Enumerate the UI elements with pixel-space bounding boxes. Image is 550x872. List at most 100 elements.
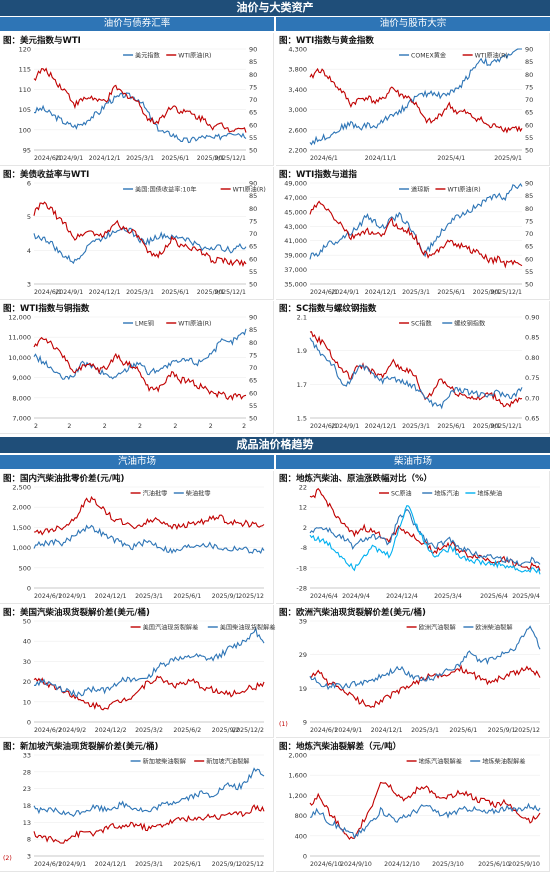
x-tick-label: 2024/6/1 [310, 727, 338, 734]
series-line [309, 802, 541, 840]
x-tick-label: 2025/9/1 [197, 289, 225, 296]
x-tick-label: 2025/9/1 [473, 289, 501, 296]
x-tick-label: 2024/12/1 [365, 423, 397, 430]
x-tick-label: 2025/3/1 [135, 593, 163, 600]
header-gasoline: 汽油市场 [0, 455, 274, 469]
x-tick-label: 2 [173, 423, 177, 430]
y-left-tick-label: 28 [23, 768, 31, 776]
y-left-tick-label: 3,000 [288, 106, 307, 114]
y-left-tick-label: 2 [303, 524, 307, 532]
chart-panel-c10: 图：欧洲汽柴油现货裂解价差(美元/桶) 39 29 19 9 2024/6/1 2024/9… [276, 605, 550, 738]
x-tick-label: 2025/3/1 [411, 727, 439, 734]
y-left-tick-label: 2,600 [288, 126, 307, 134]
y-right-tick-label: 60 [525, 121, 533, 129]
chart-panel-c6: 图：SC指数与螺纹钢指数 2.1 1.9 1.7 1.5 0.90 0.85 0.80 0.75… [276, 301, 550, 434]
y-right-tick-label: 75 [249, 217, 257, 225]
x-tick-label: 2024/6/10 [310, 861, 342, 868]
chart-svg: 2,500 2,000 1,500 1,000 500 02024/6/12024/9/1… [12, 484, 265, 600]
y-right-tick-label: 50 [525, 147, 533, 155]
x-tick-label: 2024/9/1 [55, 289, 83, 296]
x-tick-label: 2025/9/1 [212, 593, 240, 600]
legend-label: SC指数 [411, 320, 432, 328]
y-right-tick-label: 0.85 [525, 334, 539, 342]
y-right-tick-label: 60 [525, 255, 533, 263]
y-right-tick-label: 90 [249, 180, 257, 188]
legend-label: 道琼斯 [411, 186, 430, 194]
chart-title: 图：WTI指数与黄金指数 [279, 36, 374, 46]
y-right-tick-label: 60 [249, 121, 257, 129]
legend-label: 欧洲汽油裂解 [419, 624, 456, 632]
x-tick-label: 2025/12 [238, 861, 264, 868]
y-right-tick-label: 85 [249, 326, 257, 334]
x-tick-label: 2025/12 [238, 593, 264, 600]
x-tick-label: 2024/9/1 [55, 155, 83, 162]
x-tick-label: 2024/12/1 [95, 861, 127, 868]
x-tick-label: 2025/3/1 [402, 289, 430, 296]
series-line [309, 337, 523, 410]
y-left-tick-label: 43,000 [284, 223, 307, 231]
series-line [33, 227, 247, 265]
y-left-tick-label: 2,500 [12, 484, 31, 492]
x-tick-label: 2025/9/2 [212, 727, 240, 734]
series-line [33, 767, 265, 817]
y-left-tick-label: 0 [303, 853, 307, 861]
y-right-tick-label: 65 [525, 243, 533, 251]
x-tick-label: 2024/6/4 [310, 593, 338, 600]
x-tick-label: 2025/12/1 [490, 423, 522, 430]
y-right-tick-label: 0.80 [525, 354, 539, 362]
legend-label: WTI原油(R) [475, 52, 508, 60]
x-tick-label: 2025/3/10 [432, 861, 464, 868]
y-right-tick-label: 55 [249, 134, 257, 142]
x-tick-label: 2025/6/10 [478, 861, 510, 868]
x-tick-label: 2025/3/1 [402, 423, 430, 430]
x-tick-label: 2025/12/1 [214, 289, 246, 296]
y-right-tick-label: 85 [525, 58, 533, 66]
y-right-tick-label: 90 [249, 46, 257, 54]
y-left-tick-label: 18 [23, 802, 31, 810]
x-tick-label: 2025/6/1 [161, 155, 189, 162]
y-left-tick-label: 1,600 [288, 772, 307, 780]
chart-title: 图：新加坡汽柴油现货裂解价差(美元/桶) [3, 742, 159, 752]
y-left-tick-label: 2,000 [288, 752, 307, 760]
x-tick-label: 2024/6/1 [310, 289, 338, 296]
x-tick-label: 2025/6/1 [437, 423, 465, 430]
chart-title: 图：美国汽柴油现货裂解价差(美元/桶) [3, 608, 150, 618]
x-tick-label: 2025/9/1 [473, 423, 501, 430]
series-line [33, 328, 247, 381]
y-left-tick-label: 8,000 [12, 394, 31, 402]
legend-label: 地炼汽油裂解差 [419, 758, 462, 766]
y-right-tick-label: 65 [525, 109, 533, 117]
y-left-tick-label: 3 [27, 853, 31, 861]
y-right-tick-label: 70 [525, 230, 533, 238]
x-tick-label: 2 [103, 423, 107, 430]
y-left-tick-label: 39,000 [284, 252, 307, 260]
y-left-tick-label: 6 [27, 180, 31, 188]
y-right-tick-label: 65 [249, 109, 257, 117]
footnote: (2) [3, 855, 12, 862]
y-right-tick-label: 80 [249, 339, 257, 347]
x-tick-label: 2024/12/10 [384, 861, 420, 868]
y-left-tick-label: 2,000 [12, 504, 31, 512]
y-right-tick-label: 50 [249, 147, 257, 155]
chart-title: 图：地炼汽柴油裂解差（元/吨） [279, 742, 402, 752]
y-right-tick-label: 55 [525, 134, 533, 142]
y-right-tick-label: 85 [525, 192, 533, 200]
y-left-tick-label: 800 [295, 812, 307, 820]
x-tick-label: 2024/9/4 [342, 593, 370, 600]
y-left-tick-label: 13 [23, 819, 31, 827]
y-right-tick-label: 55 [525, 268, 533, 276]
y-left-tick-label: -8 [301, 544, 307, 552]
x-tick-label: 2025/6/1 [173, 861, 201, 868]
y-left-tick-label: 29 [299, 651, 307, 659]
y-left-tick-label: 4 [27, 247, 31, 255]
chart-panel-c12: 图：地炼汽柴油裂解差（元/吨） 2,000 1,600 1,200 800 400 0 202… [276, 739, 550, 872]
series-line [309, 183, 523, 260]
x-tick-label: 2025/9/1 [488, 727, 516, 734]
x-tick-label: 2025/9/1 [494, 155, 522, 162]
y-right-tick-label: 50 [249, 281, 257, 289]
series-line [309, 67, 523, 134]
y-left-tick-label: 0 [27, 585, 31, 593]
